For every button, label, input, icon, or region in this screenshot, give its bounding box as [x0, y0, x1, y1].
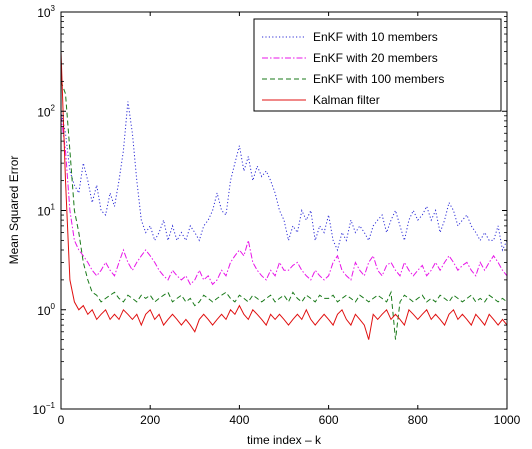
y-tick-label: 103 — [37, 4, 55, 20]
x-tick-label: 600 — [319, 413, 339, 427]
y-tick-label: 10−1 — [33, 401, 56, 417]
x-tick-label: 0 — [58, 413, 65, 427]
series-layer — [61, 51, 507, 340]
legend: EnKF with 10 members EnKF with 20 members… — [253, 18, 502, 112]
series-line-2 — [61, 115, 507, 286]
y-axis: 10−1 100 101 102 103 — [33, 4, 507, 417]
y-tick-label: 101 — [37, 203, 55, 219]
legend-label-3: EnKF with 100 members — [313, 72, 444, 86]
x-tick-label: 200 — [140, 413, 160, 427]
x-tick-label: 400 — [229, 413, 249, 427]
legend-label-4: Kalman filter — [313, 93, 380, 107]
x-axis: 0 200 400 600 800 1000 — [58, 12, 521, 427]
y-tick-label: 102 — [37, 103, 55, 119]
series-line-3 — [61, 81, 507, 340]
x-axis-label: time index – k — [247, 433, 322, 447]
x-tick-label: 1000 — [494, 413, 521, 427]
legend-box — [253, 18, 502, 112]
series-line-4 — [61, 51, 507, 340]
legend-label-1: EnKF with 10 members — [313, 30, 438, 44]
x-tick-label: 800 — [408, 413, 428, 427]
legend-label-2: EnKF with 20 members — [313, 51, 438, 65]
y-axis-label: Mean Squared Error — [7, 156, 21, 265]
y-tick-label: 100 — [37, 302, 55, 318]
series-line-1 — [61, 101, 507, 252]
